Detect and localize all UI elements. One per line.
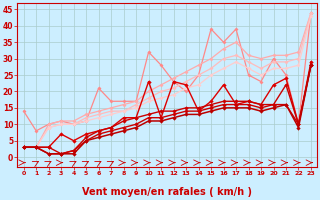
X-axis label: Vent moyen/en rafales ( km/h ): Vent moyen/en rafales ( km/h ) xyxy=(82,187,252,197)
